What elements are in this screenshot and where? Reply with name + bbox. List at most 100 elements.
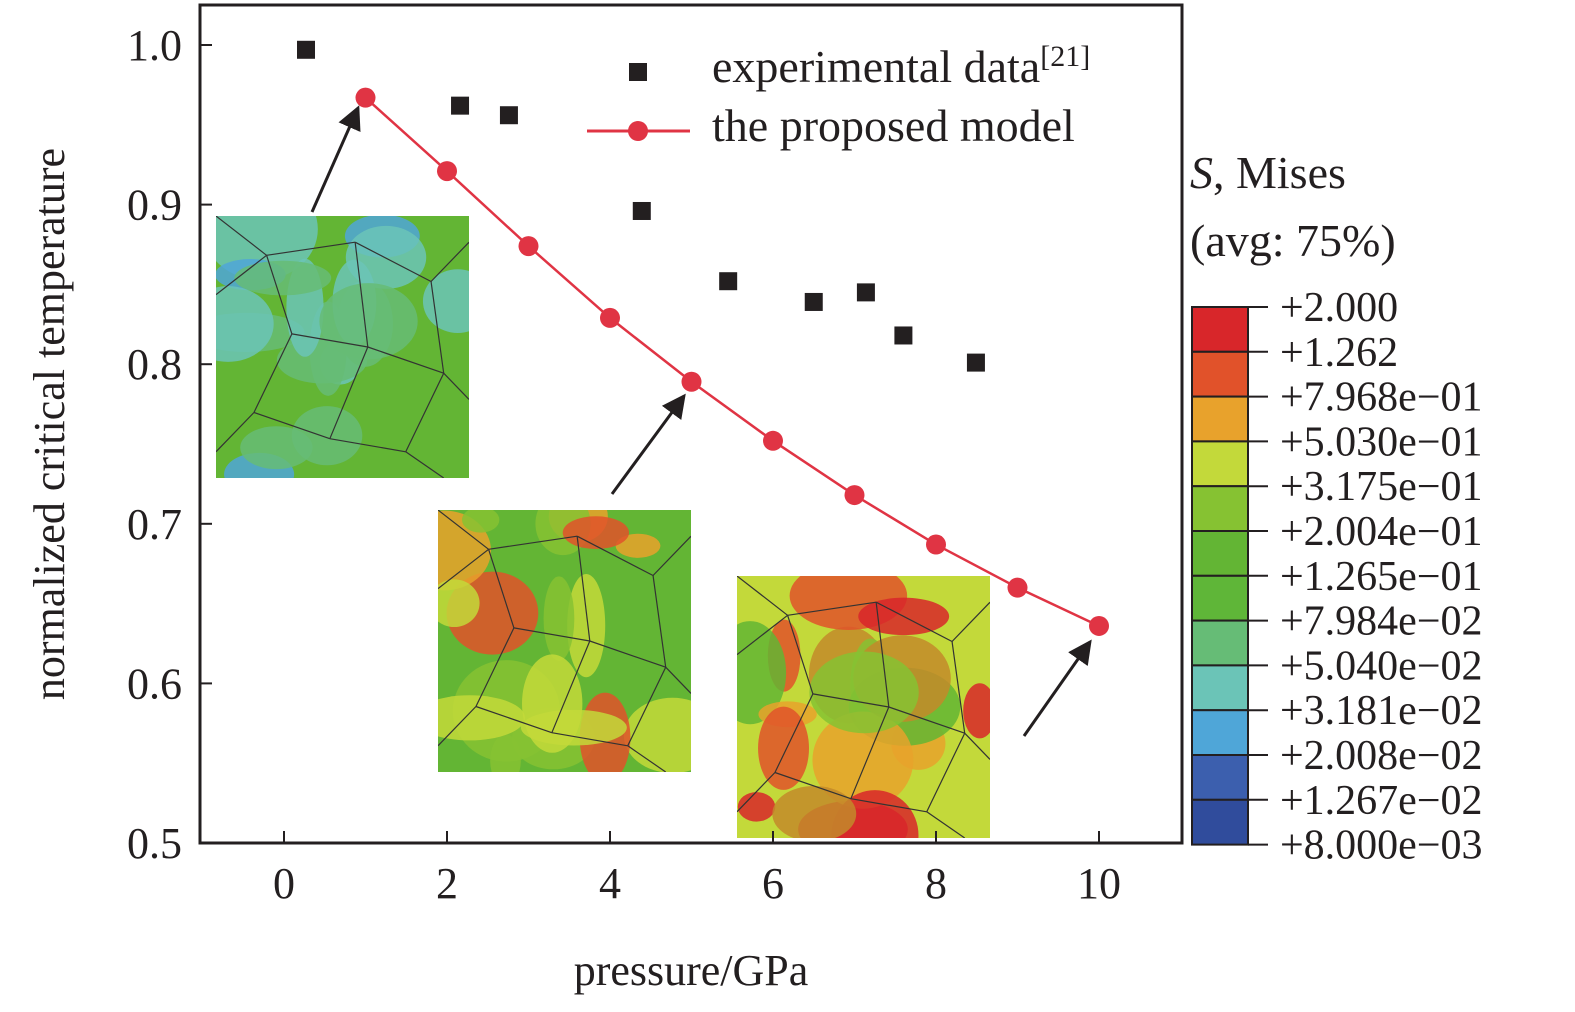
- colorbar-label: +1.267e−02: [1280, 778, 1483, 824]
- grain-boundary: [926, 811, 966, 838]
- grain-boundary: [266, 255, 293, 335]
- grain-boundary: [951, 641, 966, 734]
- stress-region: [963, 683, 990, 739]
- grain-boundary: [888, 706, 965, 734]
- grain-boundary: [253, 411, 331, 440]
- grain-boundary: [652, 535, 691, 576]
- stress-region: [737, 792, 776, 822]
- colorbar-label: +7.984e−02: [1280, 599, 1483, 645]
- colorbar-swatch: [1191, 798, 1249, 846]
- y-tick-label: 0.6: [127, 659, 182, 708]
- grain-boundary: [216, 216, 267, 256]
- stress-region: [831, 790, 919, 838]
- grain-boundary: [475, 705, 553, 734]
- grain-boundary: [850, 798, 927, 813]
- colorbar-title: S, Mises: [1190, 147, 1346, 198]
- colorbar-label: +1.265e−01: [1280, 554, 1483, 600]
- grain-boundary: [951, 601, 990, 642]
- model-point: [437, 161, 457, 182]
- colorbar-swatch: [1191, 395, 1249, 443]
- experimental-point: [451, 96, 470, 115]
- experimental-point: [894, 326, 913, 345]
- y-tick-label: 0.8: [127, 340, 182, 389]
- grain-boundary: [266, 241, 356, 256]
- stress-region: [234, 260, 332, 296]
- grain-boundary: [850, 706, 890, 799]
- stress-region: [623, 697, 691, 772]
- grain-boundary: [443, 372, 469, 400]
- grain-boundary: [488, 549, 515, 629]
- arrow-pointer: [610, 393, 686, 495]
- colorbar-swatch: [1191, 754, 1249, 801]
- legend-label-model: the proposed model: [712, 100, 1075, 151]
- grain-boundary: [576, 536, 591, 642]
- stress-inset: [216, 216, 469, 478]
- x-tick-label: 2: [436, 859, 458, 908]
- colorbar-label: +2.008e−02: [1280, 733, 1483, 779]
- stress-inset: [438, 510, 691, 772]
- stress-region: [216, 286, 274, 362]
- grain-boundary: [787, 601, 877, 616]
- legend-marker-experimental: [629, 63, 647, 81]
- model-point: [681, 371, 702, 392]
- colorbar-swatch: [1191, 485, 1249, 533]
- colorbar-swatch: [1191, 574, 1249, 622]
- grain-boundary: [513, 627, 590, 642]
- experimental-point: [499, 106, 518, 125]
- x-tick-label: 4: [599, 859, 621, 908]
- colorbar-subtitle: (avg: 75%): [1190, 215, 1396, 266]
- stress-region: [291, 406, 363, 466]
- grain-boundary: [253, 333, 293, 413]
- model-point: [355, 87, 376, 108]
- x-axis-label: pressure/GPa: [574, 946, 809, 995]
- experimental-point: [719, 272, 738, 291]
- y-axis-label: normalized critical temperature: [25, 148, 74, 700]
- colorbar-swatch: [1191, 709, 1249, 757]
- model-point: [1007, 577, 1028, 598]
- inset-content: [737, 576, 990, 838]
- grain-boundary: [652, 575, 667, 668]
- colorbar: S, Mises (avg: 75%) +2.000+1.262+7.968e−…: [1190, 147, 1483, 869]
- axes: 0 2 4 6 8 10 0.5 0.6 0.7 0.8 0.9 1.0: [127, 21, 1121, 908]
- grain-boundary: [926, 732, 966, 813]
- stress-region: [522, 654, 583, 753]
- legend-label-experimental: experimental data[21]: [712, 40, 1090, 92]
- arrow-pointer: [1022, 639, 1092, 737]
- grain-boundary: [291, 333, 368, 348]
- x-tick-label: 0: [273, 859, 295, 908]
- grain-boundary: [812, 693, 889, 708]
- grain-boundary: [329, 438, 406, 453]
- colorbar-label: +5.040e−02: [1280, 643, 1483, 689]
- stress-region: [543, 576, 575, 661]
- colorbar-label: +3.181e−02: [1280, 688, 1483, 734]
- x-tick-label: 6: [762, 859, 784, 908]
- y-tick-label: 0.5: [127, 819, 182, 868]
- colorbar-swatch: [1191, 350, 1249, 398]
- stress-region: [567, 573, 606, 678]
- experimental-point: [804, 292, 823, 311]
- data-marks: [297, 40, 1109, 636]
- stress-region: [615, 533, 661, 558]
- grain-boundary: [737, 576, 788, 616]
- model-point: [518, 236, 539, 257]
- grain-boundary: [354, 242, 369, 348]
- model-point: [844, 485, 865, 506]
- stress-region: [319, 283, 418, 360]
- colorbar-label: +7.968e−01: [1280, 375, 1483, 421]
- grain-boundary: [576, 535, 654, 577]
- grain-boundary: [488, 535, 578, 550]
- colorbar-label: +3.175e−01: [1280, 464, 1483, 510]
- grain-boundary: [737, 614, 788, 656]
- grain-boundary: [875, 601, 953, 643]
- y-tick-label: 1.0: [127, 21, 182, 70]
- model-point: [926, 534, 946, 555]
- stress-region: [438, 579, 480, 628]
- grain-boundary: [665, 666, 691, 694]
- grain-boundary: [627, 666, 667, 747]
- colorbar-swatch: [1191, 306, 1249, 353]
- grain-boundary: [774, 693, 814, 773]
- experimental-point: [966, 353, 985, 372]
- grain-boundary: [216, 412, 255, 453]
- x-tick-label: 8: [925, 859, 947, 908]
